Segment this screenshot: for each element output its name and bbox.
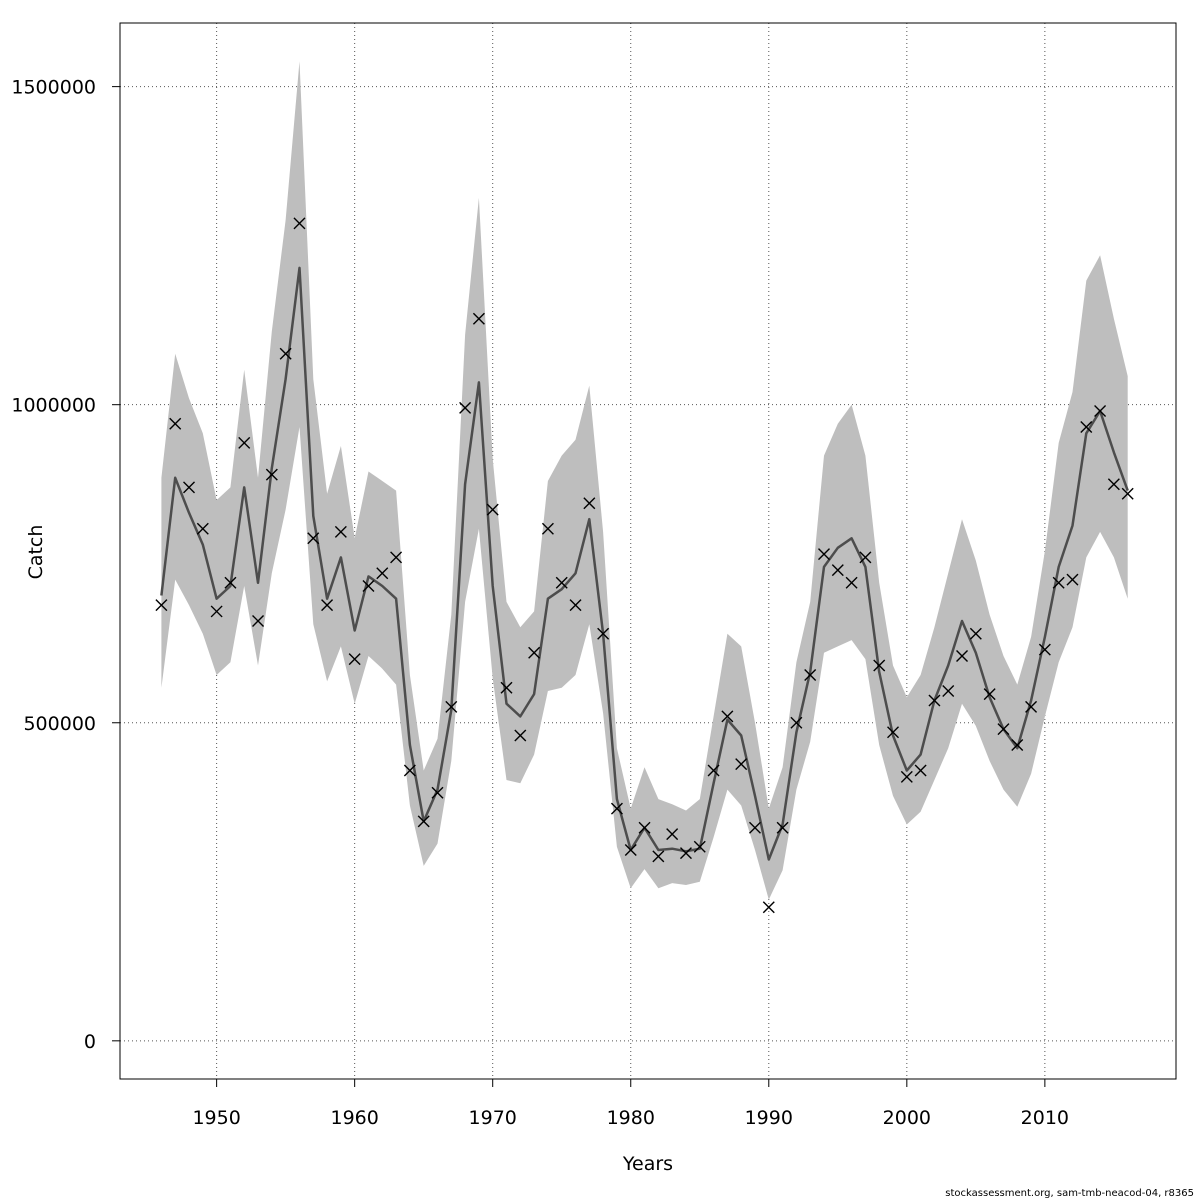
observation-point	[983, 688, 996, 701]
observation-point	[873, 659, 886, 672]
observation-markers	[155, 217, 1134, 914]
observation-point	[252, 614, 265, 627]
confidence-band	[161, 61, 1128, 900]
x-axis-title: Years	[622, 1153, 673, 1175]
observation-point	[403, 764, 416, 777]
y-axis-title: Catch	[25, 525, 47, 580]
observation-point	[776, 821, 789, 834]
observation-point	[196, 522, 209, 535]
observation-point	[569, 599, 582, 612]
observation-point	[969, 627, 982, 640]
observation-point	[914, 764, 927, 777]
observation-point	[790, 716, 803, 729]
x-tick-label: 1980	[607, 1107, 655, 1129]
x-tick-label: 1990	[745, 1107, 793, 1129]
observation-point	[500, 681, 513, 694]
x-tick-label: 1970	[469, 1107, 517, 1129]
observation-point	[265, 468, 278, 481]
observation-point	[334, 525, 347, 538]
observation-point	[1066, 573, 1079, 586]
observation-point	[610, 802, 623, 815]
observation-point	[528, 646, 541, 659]
observation-point	[155, 599, 168, 612]
observation-point	[748, 821, 761, 834]
observation-point	[183, 481, 196, 494]
observation-point	[1107, 478, 1120, 491]
observation-point	[555, 576, 568, 589]
observation-point	[1052, 576, 1065, 589]
observation-point	[900, 770, 913, 783]
observation-point	[956, 649, 969, 662]
observation-point	[376, 567, 389, 580]
y-tick-label: 1000000	[11, 395, 96, 417]
observation-point	[431, 786, 444, 799]
observation-point	[459, 401, 472, 414]
observation-point	[652, 850, 665, 863]
observation-point	[169, 417, 182, 430]
observation-point	[804, 669, 817, 682]
observation-point	[942, 684, 955, 697]
observation-point	[362, 579, 375, 592]
observation-point	[1080, 420, 1093, 433]
observation-point	[514, 729, 527, 742]
observation-point	[307, 532, 320, 545]
x-tick-label: 2010	[1021, 1107, 1069, 1129]
observation-point	[818, 548, 830, 561]
y-tick-label: 0	[84, 1031, 96, 1053]
observation-point	[597, 627, 610, 640]
observation-point	[762, 901, 775, 914]
observation-point	[583, 497, 596, 510]
observation-point	[541, 522, 554, 535]
footer-credit: stockassessment.org, sam-tmb-neacod-04, …	[945, 1188, 1194, 1199]
observation-point	[831, 564, 844, 577]
observation-point	[238, 436, 251, 449]
x-tick-label: 1960	[330, 1107, 378, 1129]
observation-point	[1025, 700, 1038, 713]
y-tick-label: 500000	[23, 713, 96, 735]
y-tick-label: 1500000	[11, 77, 96, 99]
observation-point	[279, 347, 292, 360]
observation-point	[293, 217, 306, 230]
x-tick-label: 2000	[883, 1107, 931, 1129]
observation-point	[445, 700, 458, 713]
observation-point	[721, 710, 734, 723]
observation-point	[666, 828, 679, 841]
observation-point	[997, 723, 1010, 736]
x-tick-label: 1950	[192, 1107, 240, 1129]
observation-point	[624, 843, 637, 856]
observation-point	[224, 576, 237, 589]
observation-point	[638, 821, 651, 834]
observation-point	[693, 840, 706, 853]
observation-point	[390, 551, 403, 564]
observation-point	[707, 764, 720, 777]
observation-point	[1038, 643, 1051, 656]
observation-point	[210, 605, 223, 618]
y-axis: 0 500000 1000000 1500000	[11, 77, 120, 1053]
observation-point	[472, 312, 485, 325]
observation-point	[1011, 739, 1024, 752]
grid	[120, 23, 1176, 1079]
x-axis: 1950 1960 1970 1980 1990 2000 2010	[192, 1079, 1069, 1129]
plot-frame	[119, 22, 1177, 1080]
observation-point	[679, 847, 692, 860]
observation-point	[486, 503, 499, 516]
observation-point	[845, 576, 858, 589]
observation-point	[417, 815, 430, 828]
observation-point	[1094, 405, 1107, 418]
observation-point	[887, 726, 900, 739]
observation-point	[859, 551, 872, 564]
observation-point	[735, 758, 748, 771]
observation-point	[348, 653, 361, 666]
observation-point	[928, 694, 941, 707]
observation-point	[321, 599, 334, 612]
observation-point	[1121, 487, 1134, 500]
